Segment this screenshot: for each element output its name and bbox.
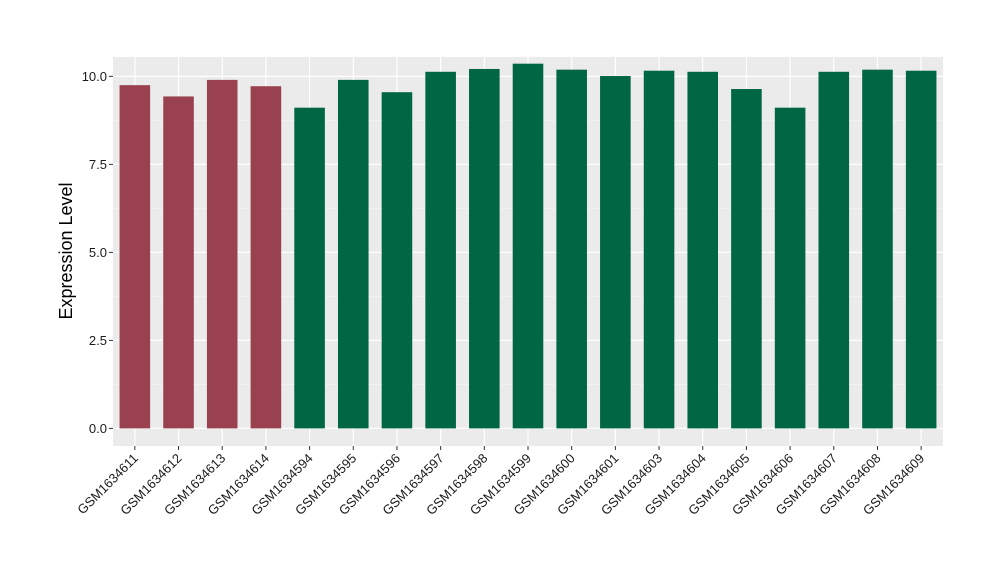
y-axis: 0.0 2.5 5.0 7.5 10.0 xyxy=(82,69,113,436)
y-tick-label: 10.0 xyxy=(82,69,107,84)
bar-GSM1634608 xyxy=(862,69,893,429)
bar-GSM1634611 xyxy=(119,85,151,429)
bar-GSM1634613 xyxy=(206,79,238,429)
bar-GSM1634614 xyxy=(250,86,282,429)
bar-GSM1634597 xyxy=(425,71,456,429)
bar-GSM1634600 xyxy=(556,69,587,429)
bar-GSM1634609 xyxy=(905,70,937,429)
bar-GSM1634603 xyxy=(643,70,675,429)
y-tick-label: 5.0 xyxy=(89,245,107,260)
y-tick-label: 2.5 xyxy=(89,333,107,348)
bar-GSM1634601 xyxy=(600,76,631,429)
bar-GSM1634605 xyxy=(731,89,762,429)
bars xyxy=(119,63,937,429)
bar-GSM1634595 xyxy=(337,79,369,429)
bar-GSM1634594 xyxy=(294,107,325,429)
x-axis: GSM1634611GSM1634612GSM1634613GSM1634614… xyxy=(74,446,927,518)
y-tick-label: 7.5 xyxy=(89,157,107,172)
bar-GSM1634606 xyxy=(774,107,806,429)
bar-GSM1634598 xyxy=(469,68,500,429)
bar-GSM1634596 xyxy=(381,92,413,429)
y-axis-title: Expression Level xyxy=(56,182,76,319)
bar-GSM1634599 xyxy=(512,63,544,429)
bar-GSM1634604 xyxy=(687,71,719,429)
bar-GSM1634612 xyxy=(163,96,194,429)
y-tick-label: 0.0 xyxy=(89,421,107,436)
bar-GSM1634607 xyxy=(818,71,850,429)
